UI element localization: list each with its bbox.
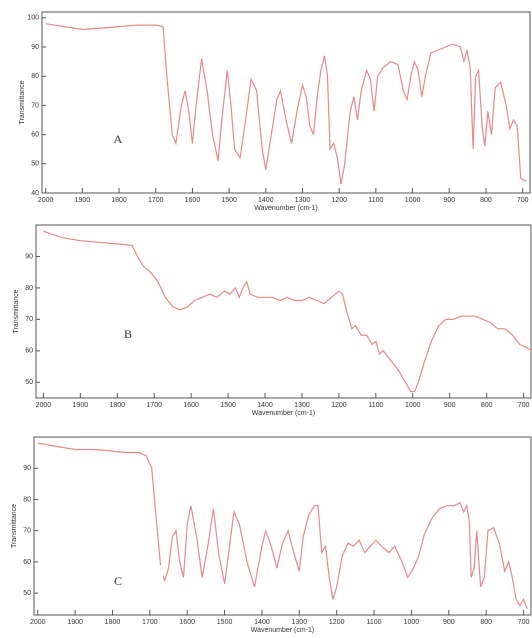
spectrum-line [37, 442, 528, 610]
x-tick-label: 1300 [292, 619, 308, 626]
y-tick-label: 80 [31, 73, 39, 80]
x-tick-label: 1800 [109, 402, 125, 409]
panel-label: A [114, 132, 123, 146]
x-tick-label: 1000 [404, 619, 420, 626]
x-tick-label: 1200 [329, 619, 345, 626]
x-axis-label: Wavenumber (cm-1) [254, 205, 318, 212]
x-tick-label: 700 [518, 619, 530, 626]
y-tick-label: 70 [23, 528, 31, 535]
x-tick-label: 1400 [258, 197, 274, 204]
x-tick-label: 900 [443, 197, 455, 204]
y-tick-label: 40 [31, 190, 39, 197]
x-tick-label: 2000 [30, 619, 46, 626]
x-tick-label: 700 [517, 197, 529, 204]
y-tick-label: 70 [25, 316, 33, 323]
y-tick-label: 50 [31, 161, 39, 168]
y-tick-label: 100 [27, 15, 39, 22]
y-tick-label: 80 [23, 496, 31, 503]
x-tick-label: 2000 [38, 197, 54, 204]
x-tick-label: 1300 [294, 402, 310, 409]
y-tick-label: 60 [23, 559, 31, 566]
y-tick-label: 60 [31, 131, 39, 138]
x-tick-label: 1600 [183, 402, 199, 409]
x-tick-label: 1300 [295, 197, 311, 204]
x-tick-label: 1600 [179, 619, 195, 626]
y-axis-label: Transmittance [13, 289, 20, 333]
x-tick-label: 1700 [142, 619, 158, 626]
x-tick-label: 1500 [217, 619, 233, 626]
x-tick-label: 1100 [367, 619, 382, 626]
x-tick-label: 1500 [221, 197, 237, 204]
label-box [73, 123, 163, 157]
y-tick-label: 50 [25, 379, 33, 386]
x-tick-label: 1000 [405, 402, 421, 409]
x-tick-label: 800 [480, 619, 492, 626]
x-tick-label: 1600 [185, 197, 201, 204]
x-tick-label: 1400 [254, 619, 270, 626]
y-tick-label: 90 [25, 253, 33, 260]
x-tick-label: 1900 [73, 402, 89, 409]
y-axis-label: Transmittance [11, 504, 18, 548]
x-tick-label: 1800 [111, 197, 127, 204]
y-axis-label: Transmittance [19, 80, 26, 124]
spectrum-line [43, 230, 532, 393]
x-tick-label: 1900 [75, 197, 91, 204]
x-tick-label: 900 [444, 402, 456, 409]
x-tick-label: 1900 [67, 619, 83, 626]
plot-frame [41, 11, 531, 194]
x-tick-label: 1700 [148, 197, 164, 204]
panel-label: C [114, 574, 122, 588]
y-tick-label: 90 [31, 44, 39, 51]
x-tick-label: 700 [518, 402, 530, 409]
x-tick-label: 1200 [331, 197, 347, 204]
plot-frame [35, 224, 532, 399]
y-tick-label: 80 [25, 285, 33, 292]
x-axis-label: Wavenumber (cm-1) [251, 627, 315, 634]
x-tick-label: 1800 [105, 619, 121, 626]
x-tick-label: 800 [481, 402, 493, 409]
x-tick-label: 900 [443, 619, 455, 626]
label-box [83, 318, 173, 352]
x-tick-label: 1100 [368, 197, 383, 204]
x-tick-label: 1500 [220, 402, 236, 409]
label-box [73, 565, 163, 599]
panel-label: B [124, 327, 132, 341]
x-tick-label: 1700 [146, 402, 162, 409]
y-tick-label: 90 [23, 465, 31, 472]
y-tick-label: 60 [25, 348, 33, 355]
x-tick-label: 1100 [368, 402, 383, 409]
x-tick-label: 1200 [331, 402, 347, 409]
x-tick-label: 2000 [36, 402, 52, 409]
x-tick-label: 1400 [257, 402, 273, 409]
y-tick-label: 70 [31, 102, 39, 109]
spectrum-line [45, 23, 527, 185]
x-axis-label: Wavenumber (cm-1) [252, 410, 316, 417]
y-tick-label: 50 [23, 590, 31, 597]
x-tick-label: 1000 [405, 197, 421, 204]
x-tick-label: 800 [480, 197, 492, 204]
